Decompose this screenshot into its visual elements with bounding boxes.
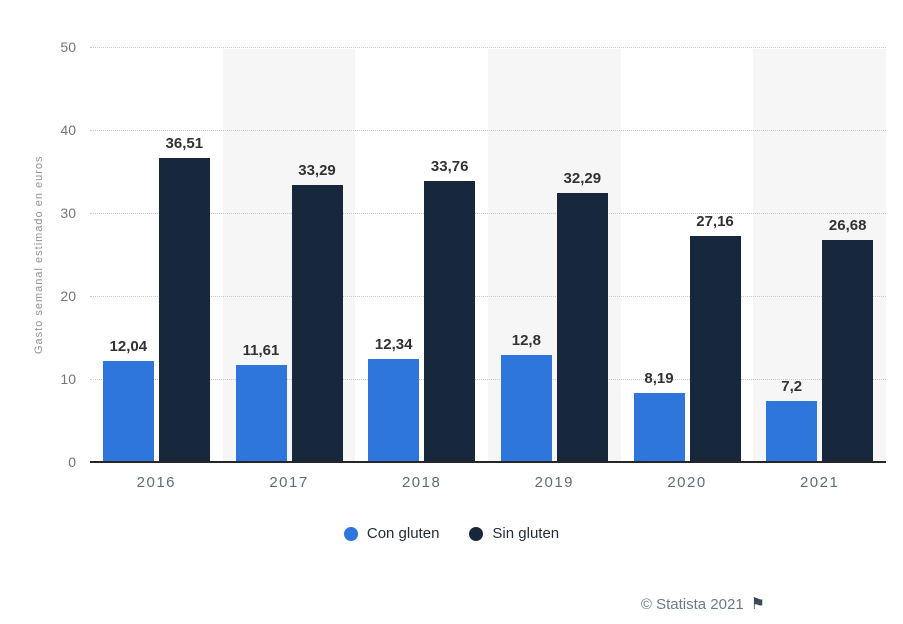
bar-sin-gluten-2016[interactable] <box>158 157 210 461</box>
y-tick-label-50: 50 <box>60 39 76 55</box>
bar-value-label-sin-gluten-2021: 26,68 <box>828 216 867 234</box>
x-axis-baseline <box>90 461 886 463</box>
x-tick-label-2016: 2016 <box>136 474 177 491</box>
x-tick-label-2019: 2019 <box>534 474 575 491</box>
bar-value-label-sin-gluten-2017: 33,29 <box>298 161 336 179</box>
flag-icon[interactable]: ⚑ <box>750 595 765 613</box>
legend-label-sin-gluten: Sin gluten <box>492 525 560 542</box>
x-tick-label-2018: 2018 <box>401 474 442 491</box>
gridline-10 <box>90 379 886 380</box>
y-tick-label-30: 30 <box>60 205 76 221</box>
bar-value-label-sin-gluten-2020: 27,16 <box>696 212 734 230</box>
gridline-20 <box>90 296 886 297</box>
bar-con-gluten-2018[interactable] <box>368 358 420 461</box>
bar-con-gluten-2016[interactable] <box>102 361 154 461</box>
plot-area: 12,04 36,51 11,61 33,29 12,34 33,76 12,8 32,29 8… <box>90 47 886 463</box>
y-tick-label-10: 10 <box>60 371 76 387</box>
legend-swatch-con-gluten <box>343 526 358 541</box>
gridline-30 <box>90 213 886 214</box>
bar-value-label-con-gluten-2021: 7,2 <box>781 378 803 396</box>
y-axis-title: Gasto semanal estimado en euros <box>33 155 45 354</box>
bar-value-label-con-gluten-2018: 12,34 <box>374 335 413 353</box>
x-tick-label-2021: 2021 <box>799 474 840 491</box>
y-tick-label-40: 40 <box>60 122 76 138</box>
y-tick-label-20: 20 <box>60 288 76 304</box>
bar-value-label-con-gluten-2017: 11,61 <box>242 341 280 359</box>
gridline-40 <box>90 130 886 131</box>
bar-value-label-con-gluten-2020: 8,19 <box>644 370 674 388</box>
statista-copyright-link[interactable]: © Statista 2021 <box>640 596 744 613</box>
legend-item-con-gluten[interactable]: Con gluten <box>343 525 440 542</box>
bar-sin-gluten-2020[interactable] <box>689 235 741 461</box>
bar-sin-gluten-2021[interactable] <box>822 239 874 461</box>
bar-con-gluten-2021[interactable] <box>766 401 818 461</box>
bar-con-gluten-2019[interactable] <box>500 354 552 461</box>
footer: © Statista 2021 ⚑ <box>641 596 765 613</box>
bar-sin-gluten-2017[interactable] <box>291 184 343 461</box>
bar-sin-gluten-2019[interactable] <box>556 193 608 461</box>
gridline-50 <box>90 47 886 48</box>
bar-value-label-sin-gluten-2016: 36,51 <box>165 134 204 152</box>
bar-sin-gluten-2018[interactable] <box>424 180 476 461</box>
bar-value-label-con-gluten-2016: 12,04 <box>109 338 148 356</box>
x-tick-label-2020: 2020 <box>667 474 707 491</box>
legend: Con gluten Sin gluten <box>0 525 903 542</box>
bar-value-label-sin-gluten-2019: 32,29 <box>563 170 602 187</box>
y-tick-label-0: 0 <box>68 454 76 470</box>
bar-con-gluten-2017[interactable] <box>235 364 287 461</box>
bar-value-label-sin-gluten-2018: 33,76 <box>430 157 469 175</box>
bar-value-label-con-gluten-2019: 12,8 <box>511 331 541 349</box>
bar-con-gluten-2020[interactable] <box>633 393 685 461</box>
legend-item-sin-gluten[interactable]: Sin gluten <box>469 525 559 542</box>
legend-swatch-sin-gluten <box>469 526 484 541</box>
x-tick-label-2017: 2017 <box>269 474 309 491</box>
legend-label-con-gluten: Con gluten <box>366 525 440 542</box>
